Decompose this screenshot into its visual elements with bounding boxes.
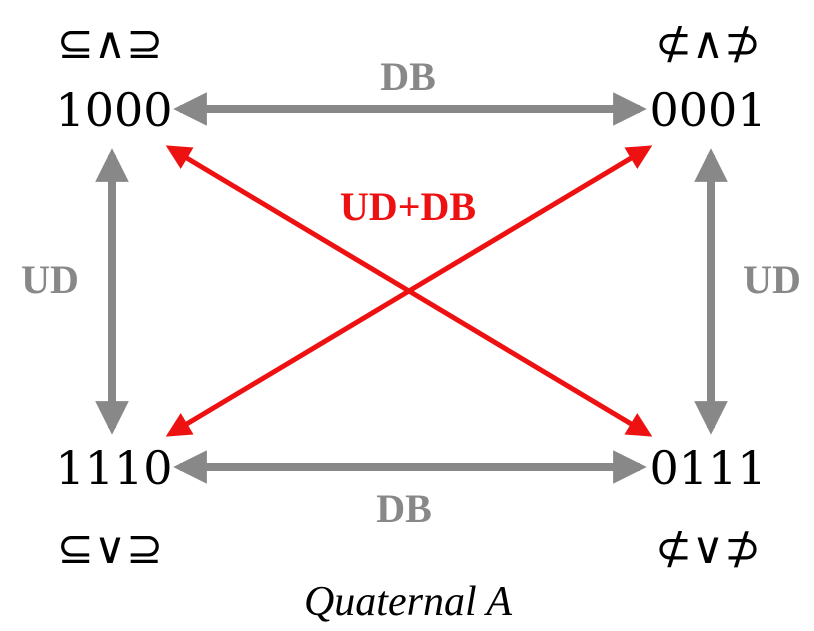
arrow-diagonal-0001-1110 (165, 145, 653, 437)
diagram-caption: Quaternal A (304, 579, 512, 625)
edge-label-ud-left: UD (21, 257, 79, 302)
edge-label-db-top: DB (380, 54, 436, 99)
node-top-right-code: 0001 (649, 83, 766, 137)
node-top-left-code: 1000 (55, 83, 172, 137)
edge-label-ud-db: UD+DB (340, 184, 476, 229)
edge-label-db-bottom: DB (376, 486, 432, 531)
node-bottom-left-symbol: ⊆∨⊇ (57, 523, 163, 574)
node-bottom-right-symbol: ⊄∨⊅ (655, 523, 761, 574)
node-bottom-right-code: 0111 (649, 441, 766, 495)
node-top-right-symbol: ⊄∧⊅ (655, 18, 761, 69)
edge-label-ud-right: UD (743, 257, 801, 302)
node-top-left-symbol: ⊆∧⊇ (57, 18, 163, 69)
node-bottom-left-code: 1110 (55, 441, 172, 495)
